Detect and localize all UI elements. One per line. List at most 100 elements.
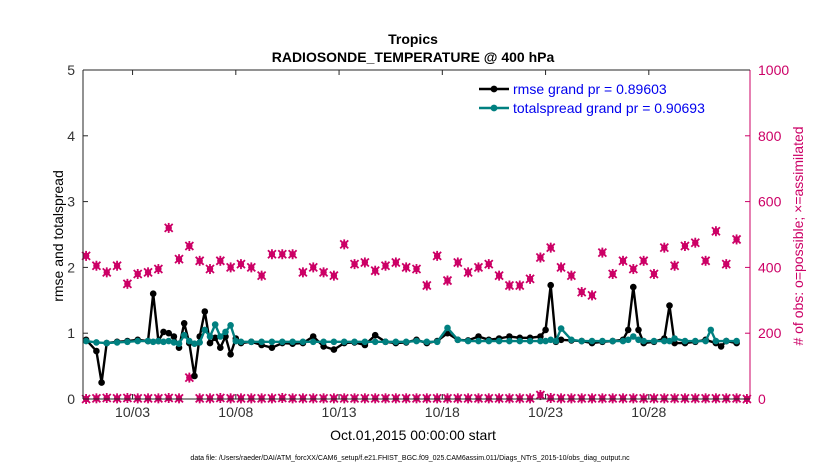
- totalspread-point: [309, 338, 317, 346]
- totalspread-point: [707, 326, 715, 334]
- obs-assimilated-marker: [566, 393, 577, 404]
- totalspread-point: [149, 338, 157, 346]
- obs-possible-marker: [453, 257, 463, 268]
- totalspread-point: [733, 337, 740, 345]
- obs-assimilated-marker: [267, 393, 277, 404]
- obs-possible-marker: [422, 280, 432, 291]
- obs-assimilated-marker: [112, 393, 122, 404]
- obs-assimilated-marker: [484, 393, 494, 404]
- x-tick-label: 10/18: [425, 404, 460, 420]
- totalspread-point: [392, 338, 400, 346]
- y-right-tick-label: 600: [758, 194, 782, 210]
- obs-assimilated-marker: [329, 393, 339, 404]
- totalspread-point: [340, 338, 348, 346]
- obs-possible-marker: [102, 267, 112, 278]
- totalspread-point: [542, 337, 549, 345]
- obs-assimilated-marker: [360, 393, 370, 404]
- rmse-point: [320, 343, 327, 350]
- totalspread-point: [619, 337, 627, 345]
- y-axis-right-label: # of obs: o=possible; ×=assimilated: [790, 126, 806, 345]
- obs-possible-marker: [721, 259, 731, 270]
- obs-possible-marker: [669, 260, 680, 271]
- rmse-point: [666, 302, 673, 309]
- obs-possible-marker: [133, 268, 143, 279]
- obs-assimilated-marker: [442, 393, 453, 404]
- obs-assimilated-marker: [133, 393, 143, 404]
- obs-assimilated-marker: [639, 393, 649, 404]
- obs-assimilated-marker: [153, 393, 164, 404]
- totalspread-point: [124, 338, 131, 346]
- obs-possible-marker: [577, 287, 587, 298]
- totalspread-point: [186, 337, 193, 345]
- obs-assimilated-marker: [731, 393, 742, 404]
- obs-possible-marker: [504, 280, 515, 291]
- legend-label-totalspread: totalspread grand pr = 0.90693: [513, 100, 705, 116]
- totalspread-point: [170, 339, 178, 346]
- totalspread-point: [671, 335, 678, 342]
- totalspread-series: [82, 321, 740, 348]
- obs-possible-marker: [690, 237, 700, 248]
- y-right-tick-label: 0: [758, 391, 766, 407]
- rmse-point: [671, 339, 678, 347]
- totalspread-point: [506, 337, 513, 345]
- obs-assimilated-marker: [618, 393, 628, 404]
- rmse-point: [268, 344, 276, 352]
- obs-possible-marker: [256, 270, 267, 281]
- totalspread-point: [568, 336, 575, 344]
- obs-possible-marker: [153, 264, 164, 275]
- totalspread-point: [495, 337, 503, 345]
- rmse-point: [630, 283, 637, 291]
- obs-possible-marker: [143, 267, 153, 278]
- obs-possible-marker: [608, 268, 618, 279]
- totalspread-point: [134, 337, 141, 345]
- obs-assimilated-marker: [494, 393, 504, 404]
- obs-possible-marker: [401, 262, 411, 273]
- y-tick-label: 4: [67, 128, 75, 144]
- x-tick-label: 10/03: [115, 404, 150, 420]
- obs-possible-marker: [411, 264, 422, 275]
- obs-possible-marker: [329, 270, 339, 281]
- obs-possible-marker: [618, 255, 628, 266]
- obs-assimilated-marker: [401, 393, 411, 404]
- totalspread-point: [702, 337, 709, 345]
- obs-assimilated-marker: [669, 393, 680, 404]
- rmse-point: [547, 281, 554, 289]
- rmse-point: [717, 343, 725, 350]
- y-axis-label: rmse and totalspread: [50, 170, 66, 302]
- obs-assimilated-marker: [690, 393, 700, 404]
- totalspread-point: [268, 338, 276, 346]
- totalspread-point: [320, 338, 327, 346]
- obs-possible-marker: [215, 255, 225, 266]
- obs-possible-marker: [700, 255, 711, 266]
- obs-possible-marker: [463, 267, 473, 278]
- obs-assimilated-marker: [287, 393, 298, 404]
- rmse-point: [371, 331, 379, 339]
- totalspread-point: [547, 336, 554, 344]
- totalspread-point: [423, 338, 431, 346]
- totalspread-point: [82, 337, 90, 345]
- obs-possible-marker: [184, 241, 194, 252]
- totalspread-point: [222, 328, 229, 336]
- obs-assimilated-marker: [721, 393, 731, 404]
- totalspread-point: [588, 337, 596, 345]
- obs-possible-marker: [287, 249, 298, 260]
- totalspread-point: [196, 339, 203, 346]
- obs-possible-marker: [597, 247, 607, 258]
- legend: rmse grand pr = 0.89603 totalspread gran…: [474, 76, 736, 118]
- rmse-point: [227, 351, 234, 358]
- totalspread-point: [630, 333, 637, 340]
- obs-possible-marker: [91, 260, 102, 271]
- totalspread-point: [160, 338, 167, 346]
- obs-possible-marker: [432, 250, 442, 261]
- obs-possible-marker: [360, 257, 370, 268]
- obs-possible-marker: [494, 270, 504, 281]
- totalspread-point: [371, 338, 379, 346]
- obs-possible-marker: [164, 222, 174, 233]
- y-right-tick-label: 400: [758, 259, 782, 275]
- totalspread-point: [681, 337, 689, 345]
- obs-possible-marker: [628, 264, 638, 275]
- obs-assimilated-marker: [515, 393, 525, 404]
- obs-assimilated-marker: [122, 393, 133, 404]
- obs-assimilated-marker: [453, 393, 463, 404]
- legend-marker-rmse: [490, 85, 498, 93]
